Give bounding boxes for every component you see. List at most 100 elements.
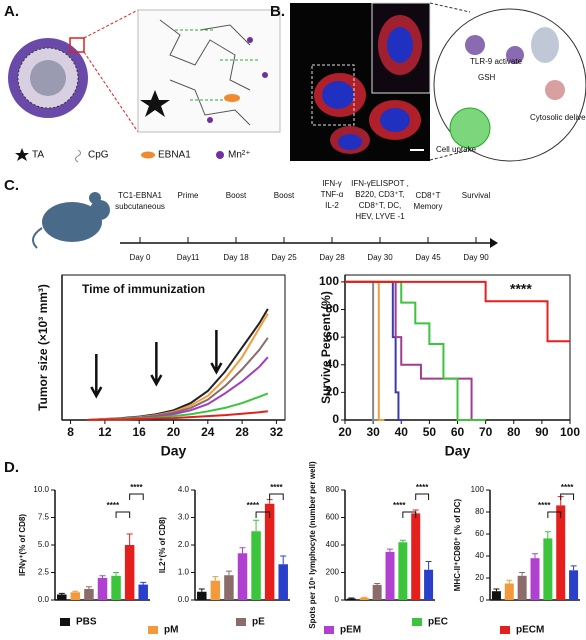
bar (237, 553, 248, 600)
bar (346, 598, 356, 600)
y-tick-label: 0 (480, 595, 485, 604)
series-line (345, 280, 478, 421)
x-tick-label: 32 (270, 425, 284, 439)
significance: **** (538, 501, 551, 510)
bar (359, 597, 369, 600)
x-tick-label: 90 (535, 425, 549, 439)
bar (569, 570, 579, 600)
y-tick-label: 4.0 (178, 485, 190, 494)
y-tick-label: 20 (326, 385, 340, 399)
day-label: Day 25 (271, 253, 297, 262)
y-tick-label: 80 (326, 302, 340, 316)
y-tick-label: 0.0 (38, 595, 50, 604)
bar (138, 584, 148, 600)
error-bar (140, 581, 147, 585)
nanoparticle-illustration (8, 9, 281, 163)
series-line (87, 410, 268, 421)
series-line (87, 392, 269, 421)
y-tick-label: 10.0 (33, 485, 49, 494)
significance-bracket (547, 493, 575, 518)
error-bar (280, 555, 287, 565)
bar (517, 575, 527, 600)
y-axis-label: MHC-II⁺CD80⁺ (% of DC) (453, 498, 462, 591)
legend-label: CpG (88, 150, 109, 161)
day-label: Day 45 (415, 253, 441, 262)
bar (385, 551, 395, 600)
x-tick-label: 16 (133, 425, 147, 439)
x-tick-label: 40 (395, 425, 409, 439)
bar (84, 589, 94, 600)
legend-label: pM (164, 625, 178, 636)
panel-label: B. (270, 3, 285, 20)
error-bar (113, 572, 120, 576)
bar (210, 580, 221, 600)
y-tick-label: 2.0 (178, 540, 190, 549)
error-bar (198, 588, 205, 592)
error-bar (253, 519, 260, 532)
x-tick-label: 30 (366, 425, 380, 439)
y-tick-label: 800 (326, 485, 340, 494)
bar (111, 575, 121, 600)
legend-swatch (60, 618, 70, 626)
error-bar (266, 499, 273, 504)
annotation: Cytosolic delivery (530, 113, 586, 122)
event-label: IFN-γELISPOT , (351, 179, 409, 188)
series-line (345, 280, 486, 421)
immunization-arrow (150, 342, 163, 387)
timeline-axis (120, 238, 498, 248)
day-label: Day 28 (319, 253, 345, 262)
y-tick-label: 1.0 (178, 568, 190, 577)
bar (424, 569, 434, 600)
significance-bracket (255, 493, 284, 518)
error-bar (425, 561, 432, 570)
error-bar (519, 572, 526, 576)
event-label: subcutaneous (115, 202, 165, 211)
annotation: Time of immunization (82, 282, 205, 296)
event-label: Boost (226, 191, 247, 200)
bar (491, 591, 501, 600)
error-bar (72, 590, 79, 593)
significance: **** (130, 483, 143, 492)
bar (530, 558, 540, 600)
day-label: Day 90 (463, 253, 489, 262)
day-label: Day 0 (130, 253, 151, 262)
bar (224, 575, 234, 600)
bar (97, 578, 108, 600)
y-tick-label: 400 (326, 540, 340, 549)
legend-label: PBS (76, 617, 97, 628)
x-tick-label: 8 (67, 425, 74, 439)
event-label: TC1-EBNA1 (118, 191, 163, 200)
y-tick-label: 60 (475, 529, 484, 538)
significance-bracket (402, 493, 430, 518)
significance-bracket (115, 493, 144, 518)
legend-label: pE (252, 617, 265, 628)
annotation: GSH (478, 73, 496, 82)
event-label: CD8⁺T, DC, (359, 201, 401, 210)
event-label: Memory (414, 202, 443, 211)
error-bar (506, 579, 513, 584)
y-tick-label: 60 (326, 329, 340, 343)
bar (398, 542, 408, 600)
y-tick-label: 40 (326, 357, 340, 371)
x-tick-label: 100 (560, 425, 580, 439)
annotation: Cell uptake (436, 145, 477, 154)
event-label: B220, CD3⁺T, (355, 190, 405, 199)
y-tick-label: 200 (326, 568, 340, 577)
series-line (345, 280, 570, 343)
bar (543, 538, 553, 600)
error-bar (387, 548, 393, 552)
y-tick-label: 20 (475, 573, 484, 582)
bar (411, 513, 421, 600)
x-tick-label: 70 (479, 425, 493, 439)
series-line (345, 280, 405, 421)
error-bar (85, 586, 92, 589)
bar (70, 592, 81, 600)
event-label: IFN-γ (322, 179, 342, 188)
bar (197, 591, 207, 600)
y-tick-label: 600 (326, 513, 340, 522)
legend-label: pEM (340, 625, 361, 636)
day-label: Day 30 (367, 253, 393, 262)
series-line (345, 280, 385, 421)
y-tick-label: 80 (475, 507, 484, 516)
